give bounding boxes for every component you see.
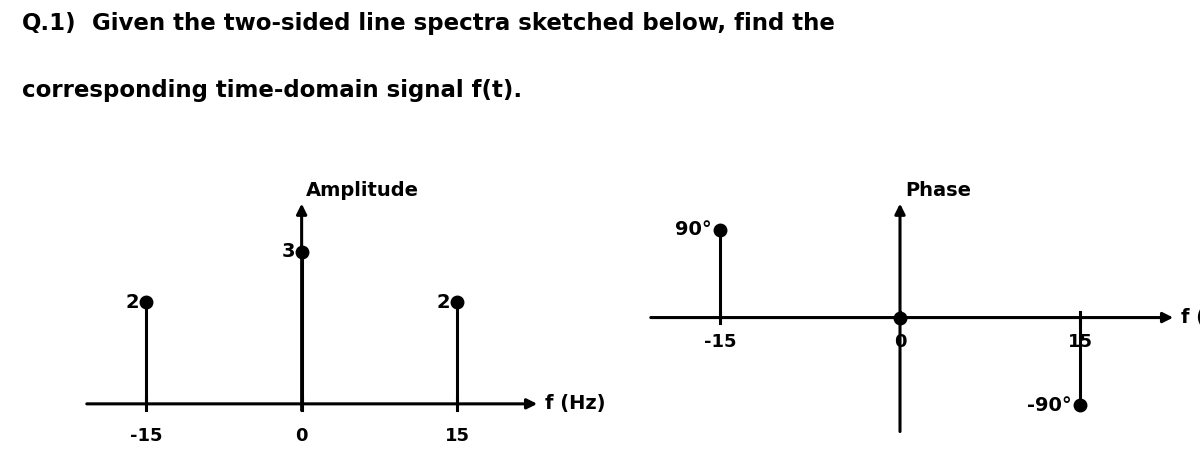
Text: -15: -15 [130,427,162,445]
Text: 15: 15 [444,427,469,445]
Text: 90°: 90° [676,220,712,240]
Text: 0: 0 [894,333,906,351]
Text: f (Hz): f (Hz) [545,394,605,413]
Text: -90°: -90° [1027,396,1072,415]
Text: 0: 0 [295,427,308,445]
Text: Phase: Phase [905,181,971,199]
Text: 2: 2 [126,293,139,312]
Text: f (Hz): f (Hz) [1181,308,1200,327]
Text: Amplitude: Amplitude [306,181,419,199]
Text: 15: 15 [1068,333,1092,351]
Text: 2: 2 [437,293,450,312]
Text: Q.1): Q.1) [22,12,77,35]
Text: corresponding time-domain signal f(t).: corresponding time-domain signal f(t). [22,79,522,102]
Text: -15: -15 [703,333,737,351]
Text: Given the two-sided line spectra sketched below, find the: Given the two-sided line spectra sketche… [84,12,835,35]
Text: 3: 3 [281,242,295,261]
